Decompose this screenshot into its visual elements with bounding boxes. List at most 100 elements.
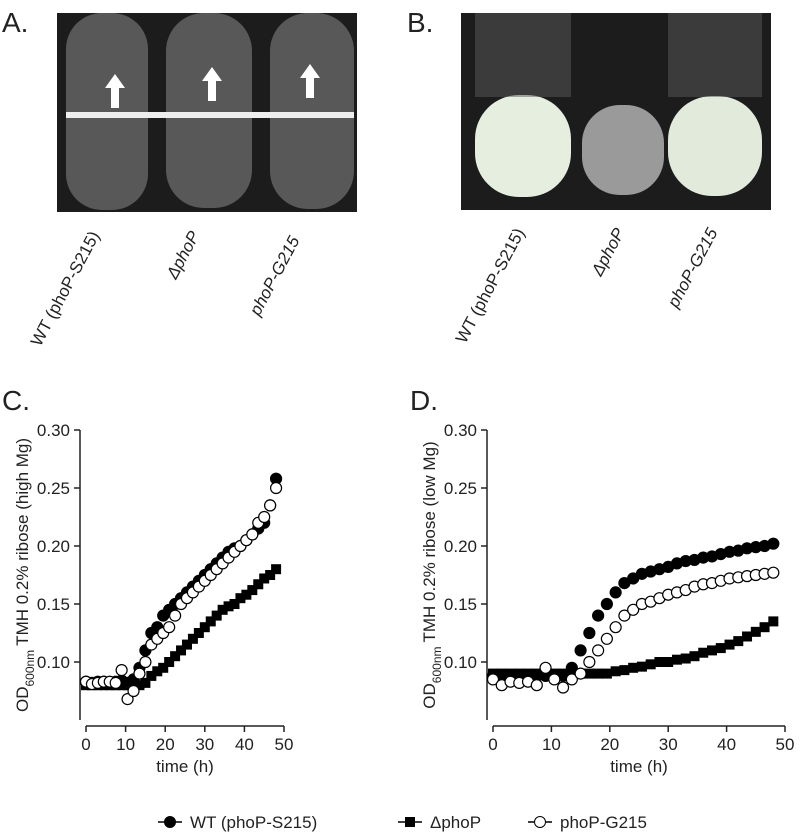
marker [593, 668, 604, 679]
photo-b [461, 13, 771, 210]
y-label-prefix: OD [13, 687, 32, 713]
y-tick-label: 0.25 [37, 479, 70, 498]
y-tick-label: 0.30 [444, 421, 477, 440]
marker [759, 622, 770, 633]
y-tick-label: 0.10 [37, 653, 70, 672]
x-tick-label: 40 [717, 735, 736, 754]
marker [146, 670, 157, 681]
y-tick-label: 0.15 [37, 595, 70, 614]
y-tick-label: 0.20 [37, 537, 70, 556]
y-tick-label: 0.10 [444, 653, 477, 672]
marker [514, 668, 525, 679]
marker [271, 564, 282, 575]
x-tick-label: 20 [156, 735, 175, 754]
marker [742, 631, 753, 642]
tube-label: phoP-G215 [663, 224, 721, 311]
x-tick-label: 10 [542, 735, 561, 754]
y-tick-label: 0.20 [444, 537, 477, 556]
marker [169, 609, 182, 622]
marker [127, 684, 140, 698]
marker [592, 644, 605, 657]
marker [486, 673, 500, 686]
marker [152, 666, 163, 677]
marker [584, 668, 595, 679]
marker [235, 593, 246, 604]
marker [170, 651, 181, 662]
marker [680, 653, 691, 664]
marker [663, 657, 674, 667]
marker [583, 626, 596, 640]
x-axis-label: time (h) [156, 757, 214, 776]
marker [609, 586, 622, 599]
marker [698, 647, 709, 658]
marker [265, 570, 276, 580]
marker [539, 661, 552, 674]
marker [618, 609, 631, 622]
marker [627, 603, 640, 616]
y-axis-label: OD600nm TMH 0.2% ribose (high Mg) [13, 438, 37, 712]
marker [574, 667, 587, 680]
x-tick-label: 0 [81, 735, 90, 754]
marker [645, 659, 656, 670]
tube-label: ΔphoP [587, 224, 629, 280]
marker [601, 668, 612, 679]
marker [671, 654, 682, 665]
marker [264, 499, 277, 512]
marker [253, 579, 264, 590]
marker [750, 626, 761, 637]
marker [134, 680, 145, 691]
marker [247, 585, 258, 596]
marker [733, 636, 744, 647]
marker [176, 645, 187, 656]
marker [115, 664, 128, 677]
marker [548, 673, 561, 686]
marker [558, 668, 569, 679]
y-label: TMH 0.2% ribose (high Mg) [13, 438, 32, 646]
marker [530, 679, 543, 692]
marker [164, 657, 175, 667]
y-label-sub: 600nm [23, 650, 37, 687]
marker [223, 601, 234, 612]
panel-label: A. [2, 7, 28, 38]
marker [565, 673, 578, 686]
marker [187, 633, 198, 644]
marker [199, 622, 210, 633]
marker [600, 597, 613, 611]
marker [496, 668, 507, 679]
photo-a [57, 13, 357, 212]
legend-label: ΔphoP [430, 813, 481, 832]
marker [689, 651, 700, 662]
marker [610, 666, 621, 677]
y-tick-label: 0.30 [37, 421, 70, 440]
y-label-sub: 600nm [430, 647, 444, 684]
marker [619, 665, 630, 676]
marker [556, 681, 570, 694]
marker [628, 662, 639, 673]
marker [133, 667, 146, 680]
marker [158, 662, 169, 673]
marker [217, 604, 228, 615]
x-tick-label: 50 [275, 735, 294, 754]
marker [592, 609, 605, 622]
panel-label: C. [2, 385, 30, 416]
marker [241, 589, 252, 600]
marker [205, 616, 216, 627]
marker [229, 599, 240, 609]
legend-marker [534, 816, 546, 828]
marker [636, 661, 647, 672]
tube-label: ΔphoP [162, 227, 204, 283]
marker [139, 655, 152, 669]
marker [768, 616, 779, 627]
marker [583, 655, 596, 669]
marker [193, 628, 204, 638]
panel-label: B. [407, 7, 433, 38]
marker [116, 680, 127, 691]
marker [523, 668, 534, 679]
marker [654, 657, 665, 667]
legend-marker [405, 817, 415, 827]
marker [121, 693, 134, 706]
marker [258, 510, 271, 524]
marker [246, 528, 259, 541]
y-tick-label: 0.15 [444, 595, 477, 614]
